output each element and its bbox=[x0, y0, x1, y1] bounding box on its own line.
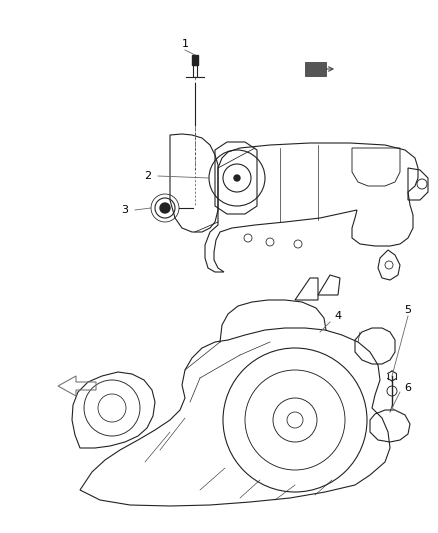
Text: 6: 6 bbox=[405, 383, 411, 393]
Circle shape bbox=[160, 203, 170, 213]
Text: 5: 5 bbox=[405, 305, 411, 315]
Bar bbox=[305, 62, 326, 76]
Text: 1: 1 bbox=[181, 39, 188, 49]
Text: 2: 2 bbox=[145, 171, 152, 181]
Text: 3: 3 bbox=[121, 205, 128, 215]
Bar bbox=[193, 65, 197, 77]
Circle shape bbox=[234, 175, 240, 181]
Text: 4: 4 bbox=[335, 311, 342, 321]
Bar bbox=[192, 55, 198, 65]
FancyArrowPatch shape bbox=[308, 67, 333, 71]
